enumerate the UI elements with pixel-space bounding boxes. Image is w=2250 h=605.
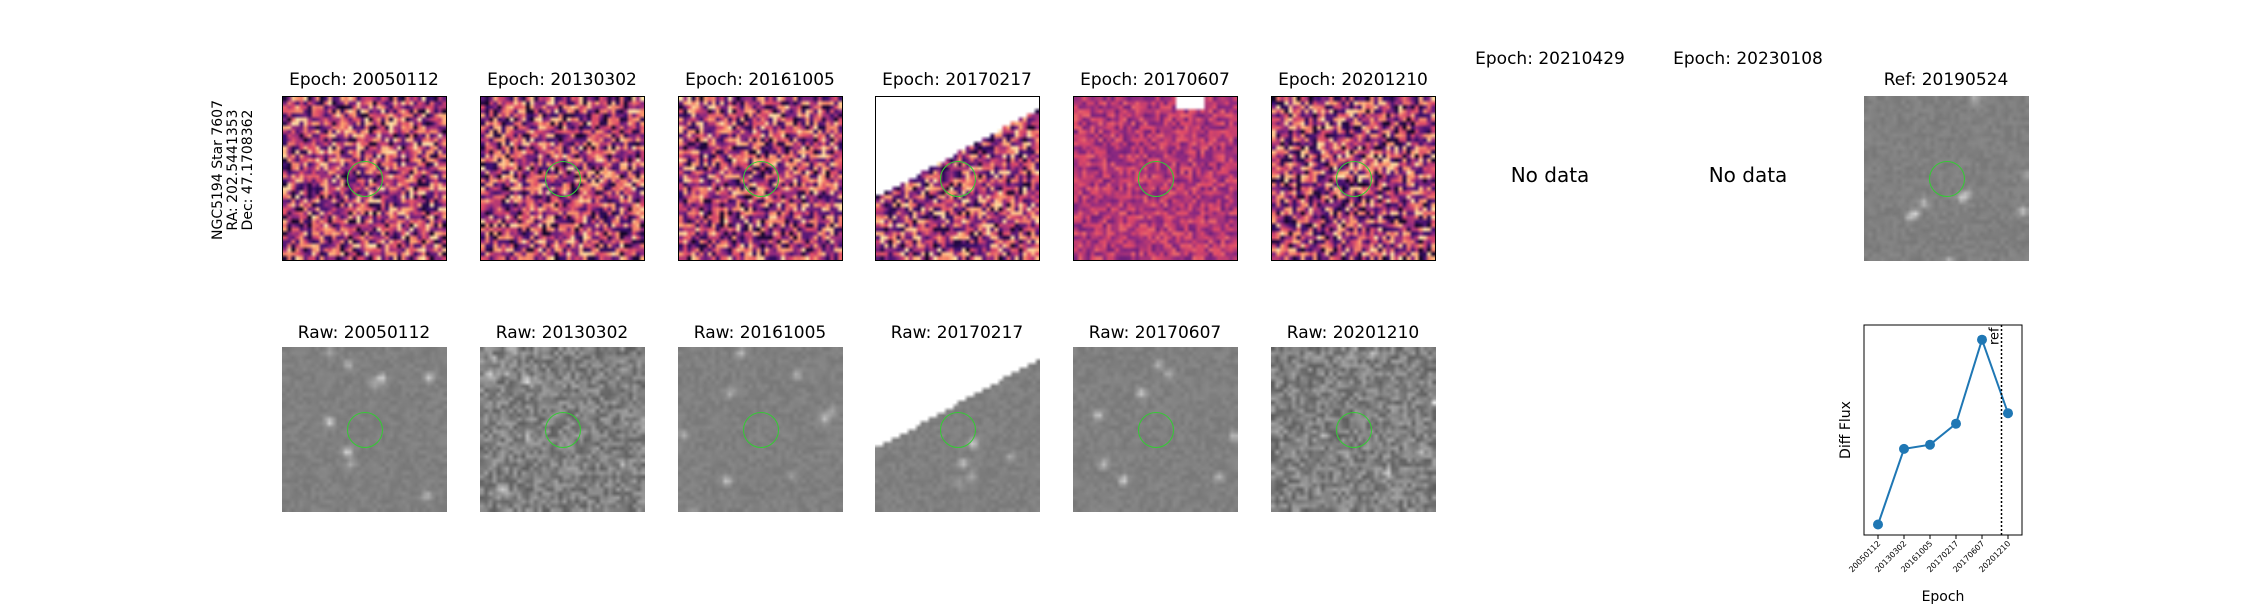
target-circle bbox=[1335, 411, 1372, 448]
y-axis-label: Diff Flux bbox=[1838, 401, 1854, 459]
target-circle bbox=[742, 411, 779, 448]
ref-title: Ref: 20190524 bbox=[1883, 70, 2009, 90]
raw-image-3 bbox=[875, 347, 1040, 512]
target-circle bbox=[544, 411, 581, 448]
diff-title-6: Epoch: 20210429 bbox=[1475, 49, 1625, 69]
raw-title-3: Raw: 20170217 bbox=[890, 323, 1024, 343]
raw-title-1: Raw: 20130302 bbox=[495, 323, 629, 343]
diff-title-0: Epoch: 20050112 bbox=[289, 70, 439, 90]
x-axis-label: Epoch bbox=[1922, 589, 1965, 605]
data-point bbox=[1899, 443, 1909, 454]
target-circle bbox=[1137, 411, 1174, 448]
data-point bbox=[1925, 439, 1935, 450]
raw-title-4: Raw: 20170607 bbox=[1088, 323, 1222, 343]
diff-image-3 bbox=[875, 96, 1040, 261]
diff-title-2: Epoch: 20161005 bbox=[685, 70, 835, 90]
nodata-label-7: No data bbox=[1708, 163, 1788, 187]
diff-title-3: Epoch: 20170217 bbox=[882, 70, 1032, 90]
diff-title-1: Epoch: 20130302 bbox=[487, 70, 637, 90]
raw-title-2: Raw: 20161005 bbox=[693, 323, 827, 343]
target-circle bbox=[939, 411, 976, 448]
diff-image-4 bbox=[1073, 96, 1238, 261]
target-circle bbox=[1335, 160, 1372, 197]
raw-image-0 bbox=[282, 347, 447, 512]
raw-image-5 bbox=[1271, 347, 1436, 512]
raw-image-4 bbox=[1073, 347, 1238, 512]
target-circle bbox=[939, 160, 976, 197]
target-circle bbox=[1137, 160, 1174, 197]
raw-image-1 bbox=[480, 347, 645, 512]
data-point bbox=[1951, 418, 1961, 429]
star-name: NGC5194 Star 7607 bbox=[210, 100, 226, 240]
star-info-label: NGC5194 Star 7607 RA: 202.5441353 Dec: 4… bbox=[210, 90, 271, 250]
ref-image bbox=[1864, 96, 2029, 261]
data-point bbox=[2003, 408, 2013, 419]
raw-title-5: Raw: 20201210 bbox=[1286, 323, 1420, 343]
light-curve-chart: 2005011220130302201610052017021720170607… bbox=[1838, 324, 2023, 605]
chart-frame bbox=[1863, 324, 2023, 536]
diff-title-4: Epoch: 20170607 bbox=[1080, 70, 1230, 90]
target-circle bbox=[1928, 160, 1965, 197]
diff-image-1 bbox=[480, 96, 645, 261]
diff-image-2 bbox=[678, 96, 843, 261]
star-ra: RA: 202.5441353 bbox=[225, 109, 241, 231]
raw-image-2 bbox=[678, 347, 843, 512]
target-circle bbox=[346, 411, 383, 448]
target-circle bbox=[544, 160, 581, 197]
data-point bbox=[1873, 519, 1883, 530]
diff-title-7: Epoch: 20230108 bbox=[1673, 49, 1823, 69]
series-line bbox=[1877, 336, 2009, 525]
diff-image-0 bbox=[282, 96, 447, 261]
diff-image-5 bbox=[1271, 96, 1436, 261]
raw-title-0: Raw: 20050112 bbox=[297, 323, 431, 343]
data-point bbox=[1977, 334, 1987, 345]
star-dec: Dec: 47.1708362 bbox=[240, 109, 256, 231]
nodata-label-6: No data bbox=[1510, 163, 1590, 187]
diff-title-5: Epoch: 20201210 bbox=[1278, 70, 1428, 90]
ref-marker-label: ref bbox=[1988, 327, 2003, 345]
target-circle bbox=[346, 160, 383, 197]
target-circle bbox=[742, 160, 779, 197]
